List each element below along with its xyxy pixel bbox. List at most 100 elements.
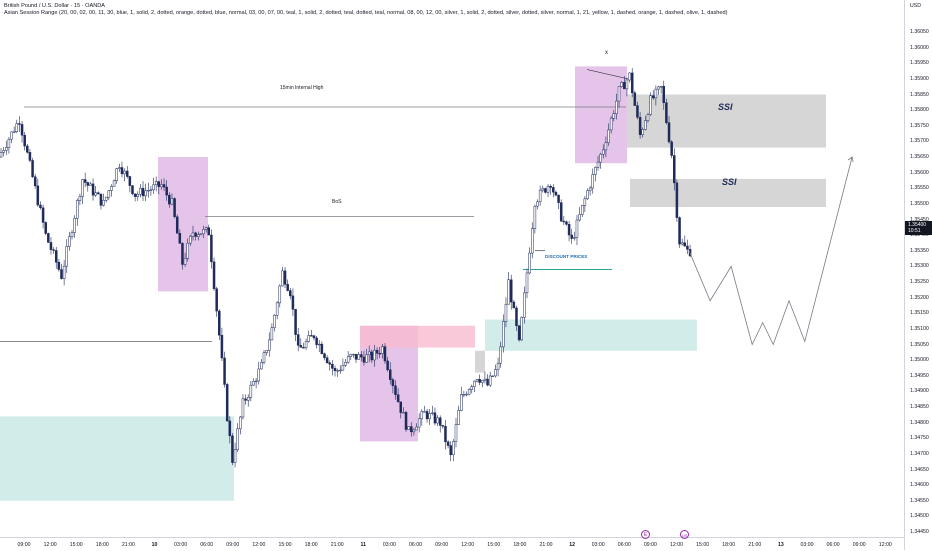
candle-body xyxy=(199,233,203,235)
event-marker-us[interactable]: US xyxy=(680,530,689,539)
time-tick-label: 03:00 xyxy=(591,542,605,548)
candle-body xyxy=(410,426,413,433)
candle-body xyxy=(120,167,124,175)
candle-body xyxy=(502,321,505,348)
candle-body xyxy=(591,174,594,189)
candle-body xyxy=(265,350,268,354)
candle-body xyxy=(312,335,316,339)
candle-body xyxy=(315,337,318,345)
time-axis[interactable]: 09:00 12:00 15:00 18:00 21:00 10 03:00 06:00 09:… xyxy=(0,537,904,551)
candle-body xyxy=(562,220,566,223)
candle-body xyxy=(186,242,189,259)
price-tick-label: 1.34900 xyxy=(910,388,929,395)
candle-body xyxy=(354,353,358,360)
candle-body xyxy=(76,200,79,219)
candle-body xyxy=(283,270,287,285)
price-tick-label: 1.35550 xyxy=(910,185,929,192)
candle-body xyxy=(499,346,502,364)
candle-body xyxy=(147,190,150,192)
candle-body xyxy=(575,219,579,238)
price-chart[interactable] xyxy=(0,0,904,537)
candle-body xyxy=(662,86,666,103)
candle-body xyxy=(431,412,434,414)
time-tick-label: 09:00 xyxy=(17,542,31,548)
peak-mark: x xyxy=(605,50,608,56)
time-tick-label: 10 xyxy=(151,542,158,548)
candle-body xyxy=(651,95,655,99)
candle-body xyxy=(404,412,408,430)
candle-body xyxy=(294,309,297,335)
candle-body xyxy=(191,232,195,237)
candle-body xyxy=(494,369,497,377)
candle-body xyxy=(452,441,455,456)
candle-body xyxy=(436,417,439,424)
time-tick-label: 12 xyxy=(569,542,575,548)
candle-body xyxy=(62,265,66,279)
time-tick-label: 03:00 xyxy=(800,542,814,548)
candle-body xyxy=(68,236,71,247)
price-tick-label: 1.34700 xyxy=(910,450,929,457)
candle-body xyxy=(178,233,182,244)
candle-body xyxy=(165,186,168,196)
bos-label: BoS xyxy=(332,199,342,205)
candle-body xyxy=(623,82,626,90)
price-tick-label: 1.35350 xyxy=(910,247,929,254)
price-tick-label: 1.35300 xyxy=(910,263,929,270)
candle-body xyxy=(341,364,345,371)
time-tick-label: 15:00 xyxy=(696,542,710,548)
candle-body xyxy=(470,386,474,390)
candle-body xyxy=(317,343,321,346)
candle-body xyxy=(412,429,416,433)
lines-layer xyxy=(0,69,629,342)
price-tick-label: 1.34500 xyxy=(910,513,929,520)
candle-body xyxy=(444,426,447,443)
candle-body xyxy=(131,185,134,195)
candle-body xyxy=(102,200,105,206)
price-tick-label: 1.34550 xyxy=(910,497,929,504)
indicator-legend[interactable]: Asian Session Range (20, 00, 02, 00, 11,… xyxy=(4,10,728,16)
candle-body xyxy=(428,413,431,420)
price-tick-label: 1.34750 xyxy=(910,435,929,442)
ssi-zone-lower xyxy=(630,178,826,207)
price-tick-label: 1.34800 xyxy=(910,419,929,426)
candle-body xyxy=(475,379,479,382)
fvg-zone xyxy=(360,325,475,348)
candle-body xyxy=(528,252,531,274)
candle-body xyxy=(644,120,647,130)
candle-body xyxy=(378,353,381,355)
candle-body xyxy=(586,190,589,200)
candle-body xyxy=(197,234,200,237)
candle-body xyxy=(170,198,174,205)
candle-body xyxy=(31,160,34,178)
candle-body xyxy=(675,182,679,218)
time-tick-label: 18:00 xyxy=(513,542,527,548)
candle-body xyxy=(246,397,250,401)
candle-body xyxy=(254,380,258,383)
candle-body xyxy=(388,369,392,380)
candle-body xyxy=(609,117,613,131)
candle-body xyxy=(678,217,681,245)
candle-body xyxy=(23,134,26,147)
candle-body xyxy=(160,184,163,187)
candle-body xyxy=(362,356,366,363)
candle-body xyxy=(107,190,111,198)
price-tick-label: 1.35650 xyxy=(910,154,929,160)
candle-body xyxy=(89,183,92,186)
time-tick-label: 21:00 xyxy=(121,542,135,548)
candle-body xyxy=(128,176,132,186)
price-tick-label: 1.35150 xyxy=(910,310,929,317)
candle-body xyxy=(557,194,560,203)
candle-body xyxy=(73,218,76,233)
candle-body xyxy=(220,334,224,359)
candle-body xyxy=(168,194,171,205)
candle-body xyxy=(486,378,489,386)
candle-body xyxy=(615,100,618,114)
event-marker-e[interactable]: E xyxy=(641,530,650,539)
price-tick-label: 1.35900 xyxy=(910,75,929,82)
time-tick-label: 09:00 xyxy=(852,542,866,548)
candle-body xyxy=(491,375,495,377)
candle-body xyxy=(407,426,410,430)
time-tick-label: 06:00 xyxy=(200,542,214,548)
candle-body xyxy=(225,384,229,422)
price-axis[interactable]: USD 1.36050 1.36000 1.35950 1.35900 1.35850 1… xyxy=(904,0,932,550)
